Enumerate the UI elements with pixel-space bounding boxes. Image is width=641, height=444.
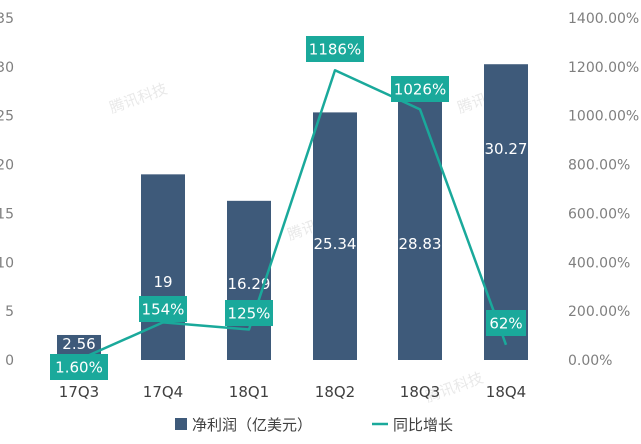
left-tick-label: 30 [0,60,14,76]
pct-label: 1026% [394,81,446,99]
pct-label: 154% [142,301,185,319]
left-tick-label: 15 [0,206,14,222]
category-label: 17Q4 [143,383,183,401]
bar-labels: 2.56 19 16.29 25.34 28.83 30.27 [62,140,527,353]
bar-18Q3 [398,78,442,361]
bar-value-label: 25.34 [314,235,357,253]
bar-value-label: 19 [153,273,172,291]
left-tick-label: 10 [0,255,14,271]
bar-17Q4 [141,174,185,360]
pct-label: 125% [228,305,271,323]
pct-labels: 1.60% 154% 125% 1186% 1026% 62% [50,36,526,380]
legend-label-bars: 净利润（亿美元） [192,416,312,434]
pct-callout-box [225,300,273,326]
pct-callout-box [486,310,526,336]
pct-callout-box [50,354,108,380]
pct-callout-18Q4: 62% [486,310,526,336]
right-tick-label: 400.00% [568,255,630,271]
category-label: 18Q1 [229,383,269,401]
category-axis: 17Q3 17Q4 18Q1 18Q2 18Q3 18Q4 [59,383,526,401]
legend-item-bars: 净利润（亿美元） [175,416,312,434]
right-tick-label: 200.00% [568,304,630,320]
pct-callout-18Q1: 125% [225,300,273,326]
growth-line [78,69,508,361]
bar-18Q1 [227,200,271,360]
pct-label: 1.60% [55,359,103,377]
pct-callout-17Q3: 1.60% [50,354,108,380]
left-tick-label: 0 [5,353,14,369]
left-tick-label: 20 [0,158,14,174]
right-tick-label: 1000.00% [568,109,639,125]
right-axis: 0.00% 200.00% 400.00% 600.00% 800.00% 1000.00… [568,11,639,369]
category-label: 17Q3 [59,383,99,401]
category-label: 18Q4 [486,383,526,401]
pct-label: 1186% [309,41,361,59]
pct-label: 62% [489,315,522,333]
legend: 净利润（亿美元） 同比增长 [175,416,453,434]
bar-18Q2 [313,112,357,360]
right-tick-label: 0.00% [568,353,612,369]
right-tick-label: 1200.00% [568,60,639,76]
pct-callout-box [391,76,449,102]
bar-value-label: 30.27 [485,140,528,158]
legend-swatch-bars [175,418,187,430]
pct-callout-box [139,296,187,322]
left-tick-label: 25 [0,109,14,125]
pct-callout-18Q3: 1026% [391,76,449,102]
legend-item-line: 同比增长 [372,416,453,434]
left-tick-label: 5 [5,304,14,320]
watermark-0: 腾讯科技 [107,80,170,117]
right-tick-label: 1400.00% [568,11,639,27]
left-tick-label: 35 [0,11,14,27]
category-label: 18Q2 [315,383,355,401]
category-label: 18Q3 [400,383,440,401]
bar-value-label: 2.56 [62,335,95,353]
pct-callout-18Q2: 1186% [306,36,364,62]
bar-value-label: 28.83 [399,235,442,253]
right-tick-label: 800.00% [568,158,630,174]
legend-label-line: 同比增长 [393,416,453,434]
pct-callout-17Q4: 154% [139,296,187,322]
bar-value-label: 16.29 [228,275,271,293]
left-axis: 0 5 10 15 20 25 30 35 [0,11,14,369]
right-tick-label: 600.00% [568,206,630,222]
pct-callout-box [306,36,364,62]
